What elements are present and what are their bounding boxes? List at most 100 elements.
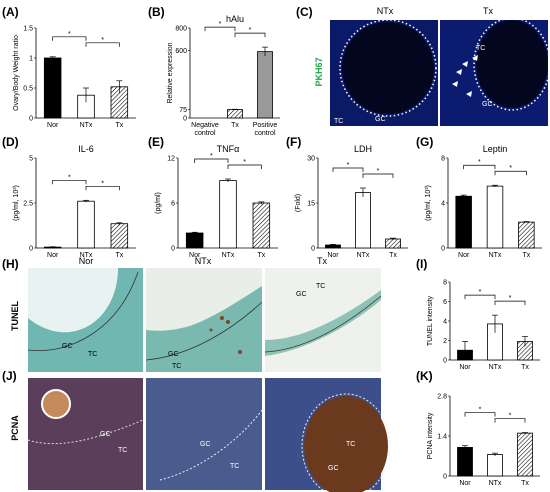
x-tick-label: Nor (327, 252, 339, 259)
x-tick-label: NTx (357, 252, 370, 259)
fluor-follicle-ntx (342, 22, 434, 114)
y-tick-label: 15 (307, 201, 315, 208)
panel-c-images: NTx Tx PKH67 TC GC TC GC (314, 6, 550, 126)
tunel-layer-tx (265, 290, 381, 356)
y-tick-label: 0 (441, 246, 445, 253)
y-tick-label: 2.5 (23, 201, 33, 208)
x-tick-label: Tx (521, 364, 529, 371)
panel-letter-c: (C) (296, 5, 313, 19)
significance-bracket (464, 294, 496, 300)
x-tick-label: Tx (257, 252, 265, 259)
panel-letter-k: (K) (416, 369, 433, 383)
y-tick-label: 600 (175, 48, 187, 55)
y-tick-label: 5 (29, 156, 33, 163)
pcna-label-gc-ntx: GC (200, 441, 211, 448)
y-tick-label: 6 (443, 299, 447, 306)
y-tick-label: 0 (29, 246, 33, 253)
significance-mark: * (243, 159, 246, 166)
x-tick-label: NTx (489, 252, 502, 259)
significance-mark: * (509, 165, 512, 172)
significance-bracket (494, 170, 527, 176)
chart-title: hAlu (226, 14, 244, 24)
fluor-label-gc-ntx: GC (375, 116, 386, 123)
pcna-ring-nor (27, 419, 144, 445)
bar (457, 447, 473, 477)
y-tick-label: 0 (29, 116, 33, 123)
y-tick-label: 0 (443, 358, 447, 365)
x-tick-label: NTx (80, 122, 93, 129)
tunel-positive-cells-ntx (209, 316, 242, 354)
significance-bracket (194, 158, 229, 163)
y-axis-label: TUNEL intensity (427, 295, 434, 346)
significance-mark: * (219, 21, 222, 28)
significance-mark: * (249, 27, 252, 34)
pcna-label-tc-nor: TC (118, 447, 127, 454)
panel-letter-h: (H) (2, 257, 19, 271)
panel-j-images: PCNA GC TC GC TC GC TC (10, 378, 391, 492)
y-axis-label: Ovary/Body Weight ratio (13, 35, 20, 111)
bar (77, 200, 95, 249)
bar (227, 109, 243, 119)
x-tick-label: Positive (253, 122, 278, 129)
tunel-antrum-nor (28, 268, 118, 333)
panel-h-images: TUNEL Nor NTx Tx GC TC GC TC GC TC (10, 256, 382, 372)
y-tick-label: 0 (311, 246, 315, 253)
significance-mark: * (509, 413, 512, 420)
y-axis-label: (Fold) (295, 194, 302, 212)
significance-bracket (332, 167, 364, 172)
bar (385, 238, 401, 249)
bar (43, 57, 62, 119)
tunel-label-gc-tx: GC (296, 291, 307, 298)
bar (486, 185, 504, 249)
y-axis-label: PCNA intensity (427, 412, 434, 459)
panel-letter-f: (F) (286, 135, 301, 149)
significance-bracket (52, 36, 87, 41)
y-tick-label: 2 (443, 338, 447, 345)
y-tick-label: 800 (175, 26, 187, 33)
chart-tnfa: TNFα 0 6 12 (pg/ml) Nor NTx Tx * * (155, 144, 278, 259)
x-tick-label: NTx (489, 480, 502, 487)
panel-letter-g: (G) (416, 135, 433, 149)
chart-title: IL-6 (78, 144, 94, 154)
chart-title: TNFα (217, 144, 240, 154)
y-tick-label: 4 (441, 201, 445, 208)
significance-bracket (204, 26, 236, 32)
y-tick-label: 8 (443, 280, 447, 287)
chart-tunel-intensity: 0 2 4 6 8 TUNEL intensity Nor NTx Tx * * (427, 280, 540, 371)
y-axis-label: Relative expression (167, 42, 174, 103)
significance-bracket (227, 164, 262, 169)
pcna-follicle-tx (304, 396, 388, 492)
y-tick-label: 0 (171, 246, 175, 253)
panel-h-col-ntx: NTx (195, 256, 212, 266)
y-axis-label: (pg/ml, 10³) (425, 185, 432, 221)
significance-mark: * (509, 295, 512, 302)
panel-h-row-label: TUNEL (10, 301, 20, 331)
panel-j-row-label: PCNA (10, 415, 20, 441)
x-tick-label: Tx (115, 122, 123, 129)
panel-h-col-tx: Tx (317, 256, 327, 266)
fluor-follicle-tx (476, 20, 548, 108)
x-tick-label: control (254, 130, 275, 137)
panel-letter-a: (A) (2, 5, 19, 19)
chart-leptin: Leptin 0 4 8 (pg/ml, 10³) Nor NTx Tx * * (425, 144, 542, 259)
significance-mark: * (377, 168, 380, 175)
y-tick-label: 0 (183, 116, 187, 123)
pcna-ring-tx (301, 393, 391, 492)
y-axis-label: (pg/ml) (155, 192, 162, 214)
bar (219, 180, 237, 249)
x-tick-label: Tx (521, 480, 529, 487)
y-tick-label: 1.4 (437, 434, 447, 441)
arrowhead-markers-tx (452, 55, 478, 97)
pcna-label-tc-ntx: TC (230, 463, 239, 470)
significance-bracket (463, 164, 496, 170)
pcna-label-gc-nor: GC (100, 431, 111, 438)
chart-title: LDH (354, 144, 372, 154)
significance-bracket (52, 179, 87, 185)
pcna-image-ntx (146, 378, 262, 490)
panel-h-col-nor: Nor (79, 256, 94, 266)
y-tick-label: 0 (443, 474, 447, 481)
tunel-label-tc-tx: TC (316, 283, 325, 290)
bar (257, 51, 273, 119)
y-tick-label: 0.5 (23, 86, 33, 93)
